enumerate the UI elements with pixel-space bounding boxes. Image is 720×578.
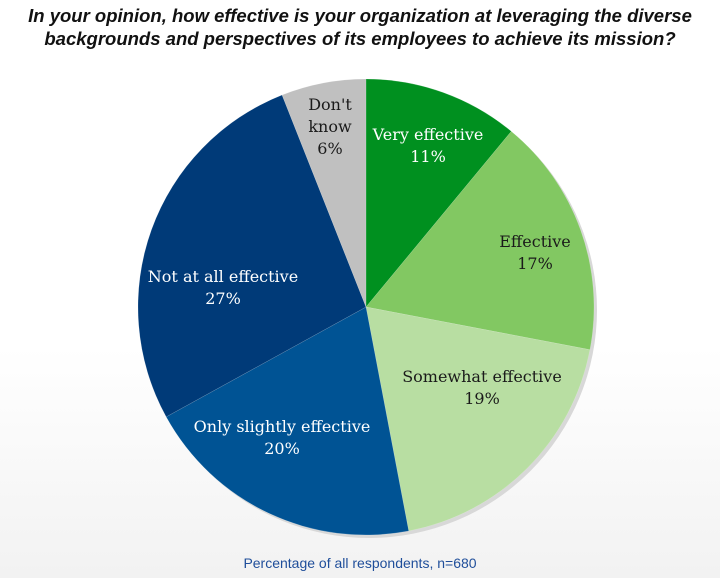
slice-category-label: Very effective [372, 125, 484, 144]
slice-label: Not at all effective 27% [148, 267, 298, 308]
slice-label: Very effective 11% [372, 125, 484, 166]
chart-title: In your opinion, how effective is your o… [28, 5, 692, 49]
slice-value-label: 19% [464, 389, 500, 408]
slice-value-label: 20% [264, 439, 300, 458]
pie-slice-effective [365, 130, 595, 351]
slice-value-label: 27% [205, 289, 241, 308]
slice-value-label: 11% [410, 147, 446, 166]
pie-slice-not-at-all-effective [137, 94, 367, 418]
slice-label: Don't know 6% [308, 95, 352, 158]
pie-slice-very-effective [365, 78, 512, 308]
slice-label: Somewhat effective 19% [402, 367, 562, 408]
slice-label: Only slightly effective 20% [194, 417, 371, 458]
slice-category-label: Don't [308, 95, 352, 114]
pie-slice-don-t-know [281, 78, 367, 308]
slice-category-label: Effective [499, 232, 571, 251]
slice-label: Effective 17% [499, 232, 571, 273]
slice-category-label: Somewhat effective [402, 367, 562, 386]
slice-value-label: 6% [317, 139, 342, 158]
pie-slice-only-slightly-effective [165, 306, 410, 536]
pie-slice-somewhat-effective [365, 306, 591, 532]
slice-category-label: Only slightly effective [194, 417, 371, 436]
slice-category-label: Not at all effective [148, 267, 298, 286]
chart-footnote: Percentage of all respondents, n=680 [243, 555, 477, 571]
slice-value-label: 17% [517, 254, 553, 273]
slice-category-label: know [308, 117, 352, 136]
